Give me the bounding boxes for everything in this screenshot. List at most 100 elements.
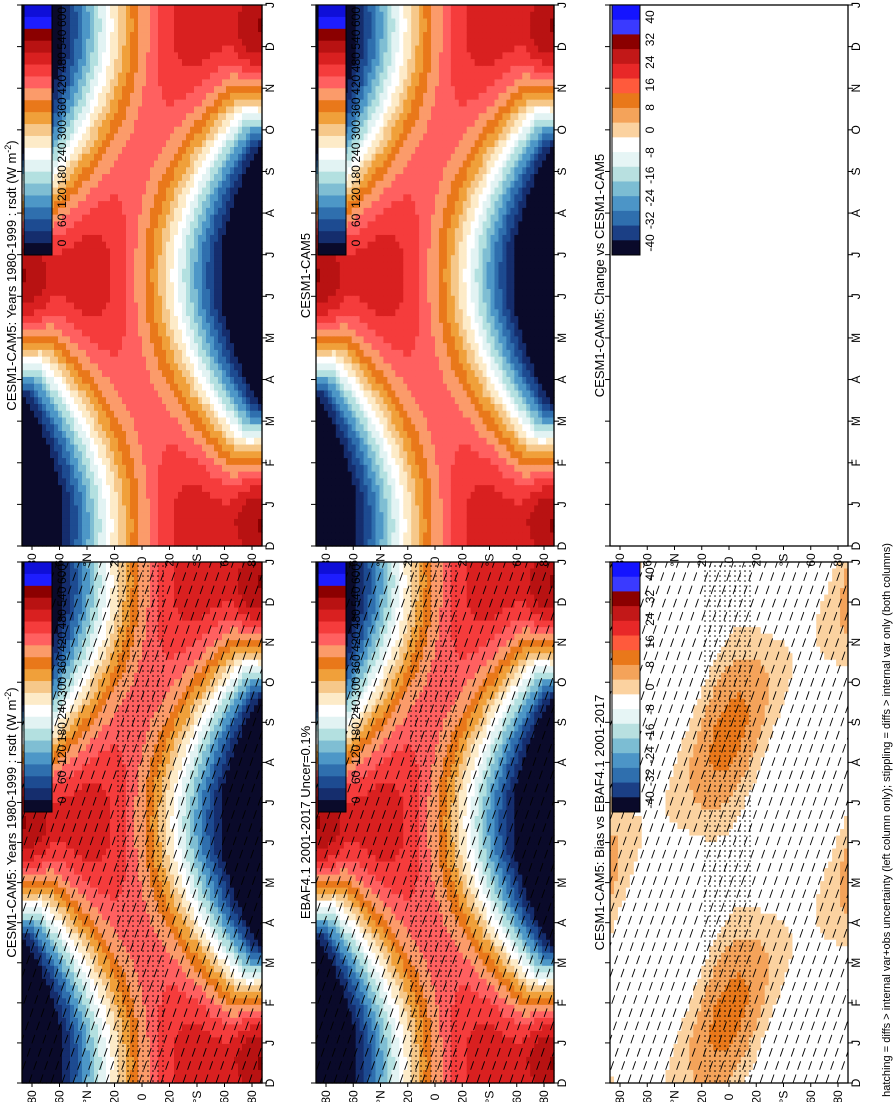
grid-cell bbox=[238, 653, 243, 660]
grid-cell bbox=[194, 1063, 199, 1070]
grid-cell bbox=[214, 686, 219, 693]
grid-cell bbox=[98, 575, 103, 582]
grid-cell bbox=[142, 751, 147, 758]
grid-cell bbox=[246, 998, 251, 1005]
grid-cell bbox=[246, 686, 251, 693]
grid-cell bbox=[106, 621, 111, 628]
grid-cell bbox=[206, 868, 211, 875]
grid-cell bbox=[190, 712, 195, 719]
grid-cell bbox=[78, 608, 83, 615]
grid-cell bbox=[118, 1057, 123, 1064]
grid-cell bbox=[30, 998, 35, 1005]
grid-cell bbox=[246, 933, 251, 940]
grid-cell bbox=[70, 569, 75, 576]
grid-cell bbox=[190, 1005, 195, 1012]
grid-cell bbox=[182, 927, 187, 934]
grid-cell bbox=[182, 998, 187, 1005]
grid-cell bbox=[150, 712, 155, 719]
grid-cell bbox=[206, 985, 211, 992]
grid-cell bbox=[250, 803, 255, 810]
grid-cell bbox=[46, 829, 51, 836]
grid-cell bbox=[102, 1063, 107, 1070]
grid-cell bbox=[138, 868, 143, 875]
grid-cell bbox=[250, 595, 255, 602]
stipple-dot bbox=[127, 580, 129, 582]
grid-cell bbox=[254, 803, 259, 810]
grid-cell bbox=[246, 940, 251, 947]
grid-cell bbox=[182, 855, 187, 862]
grid-cell bbox=[110, 868, 115, 875]
grid-cell bbox=[38, 966, 43, 973]
grid-cell bbox=[130, 770, 135, 777]
grid-cell bbox=[170, 992, 175, 999]
grid-cell bbox=[102, 660, 107, 667]
grid-cell bbox=[174, 614, 179, 621]
grid-cell bbox=[214, 998, 219, 1005]
grid-cell bbox=[134, 666, 139, 673]
grid-cell bbox=[190, 582, 195, 589]
grid-cell bbox=[250, 1018, 255, 1025]
grid-cell bbox=[242, 738, 247, 745]
grid-cell bbox=[134, 946, 139, 953]
grid-cell bbox=[110, 673, 115, 680]
grid-cell bbox=[94, 1024, 99, 1031]
grid-cell bbox=[110, 855, 115, 862]
grid-cell bbox=[138, 803, 143, 810]
grid-cell bbox=[142, 647, 147, 654]
grid-cell bbox=[30, 959, 35, 966]
grid-cell bbox=[74, 608, 79, 615]
grid-cell bbox=[202, 627, 207, 634]
grid-cell bbox=[30, 836, 35, 843]
grid-cell bbox=[182, 1037, 187, 1044]
grid-cell bbox=[174, 894, 179, 901]
grid-cell bbox=[222, 816, 227, 823]
grid-cell bbox=[218, 673, 223, 680]
grid-cell bbox=[170, 933, 175, 940]
grid-cell bbox=[210, 608, 215, 615]
grid-cell bbox=[214, 588, 219, 595]
stipple-dot bbox=[117, 580, 119, 582]
grid-cell bbox=[54, 1011, 59, 1018]
grid-cell bbox=[250, 608, 255, 615]
grid-cell bbox=[98, 731, 103, 738]
grid-cell bbox=[250, 647, 255, 654]
grid-cell bbox=[242, 796, 247, 803]
grid-cell bbox=[74, 712, 79, 719]
grid-cell bbox=[214, 608, 219, 615]
grid-cell bbox=[74, 679, 79, 686]
grid-cell bbox=[226, 647, 231, 654]
grid-cell bbox=[82, 809, 87, 816]
grid-cell bbox=[166, 940, 171, 947]
stipple-dot bbox=[127, 595, 129, 597]
grid-cell bbox=[78, 725, 83, 732]
grid-cell bbox=[94, 829, 99, 836]
grid-cell bbox=[30, 888, 35, 895]
grid-cell bbox=[74, 738, 79, 745]
grid-cell bbox=[94, 868, 99, 875]
grid-cell bbox=[238, 809, 243, 816]
grid-cell bbox=[38, 816, 43, 823]
grid-cell bbox=[238, 992, 243, 999]
grid-cell bbox=[214, 1005, 219, 1012]
grid-cell bbox=[186, 614, 191, 621]
grid-cell bbox=[26, 1005, 31, 1012]
grid-cell bbox=[82, 738, 87, 745]
grid-cell bbox=[254, 1031, 259, 1038]
stipple-dot bbox=[152, 565, 154, 567]
stipple-dot bbox=[147, 590, 149, 592]
grid-cell bbox=[202, 1005, 207, 1012]
grid-cell bbox=[34, 829, 39, 836]
grid-cell bbox=[50, 972, 55, 979]
grid-cell bbox=[46, 907, 51, 914]
grid-cell bbox=[174, 888, 179, 895]
grid-cell bbox=[174, 1057, 179, 1064]
grid-cell bbox=[238, 972, 243, 979]
grid-cell bbox=[114, 569, 119, 576]
stipple-dot bbox=[137, 600, 139, 602]
grid-cell bbox=[254, 888, 259, 895]
grid-cell bbox=[198, 888, 203, 895]
grid-cell bbox=[130, 836, 135, 843]
grid-cell bbox=[214, 712, 219, 719]
grid-cell bbox=[178, 634, 183, 641]
grid-cell bbox=[74, 1050, 79, 1057]
